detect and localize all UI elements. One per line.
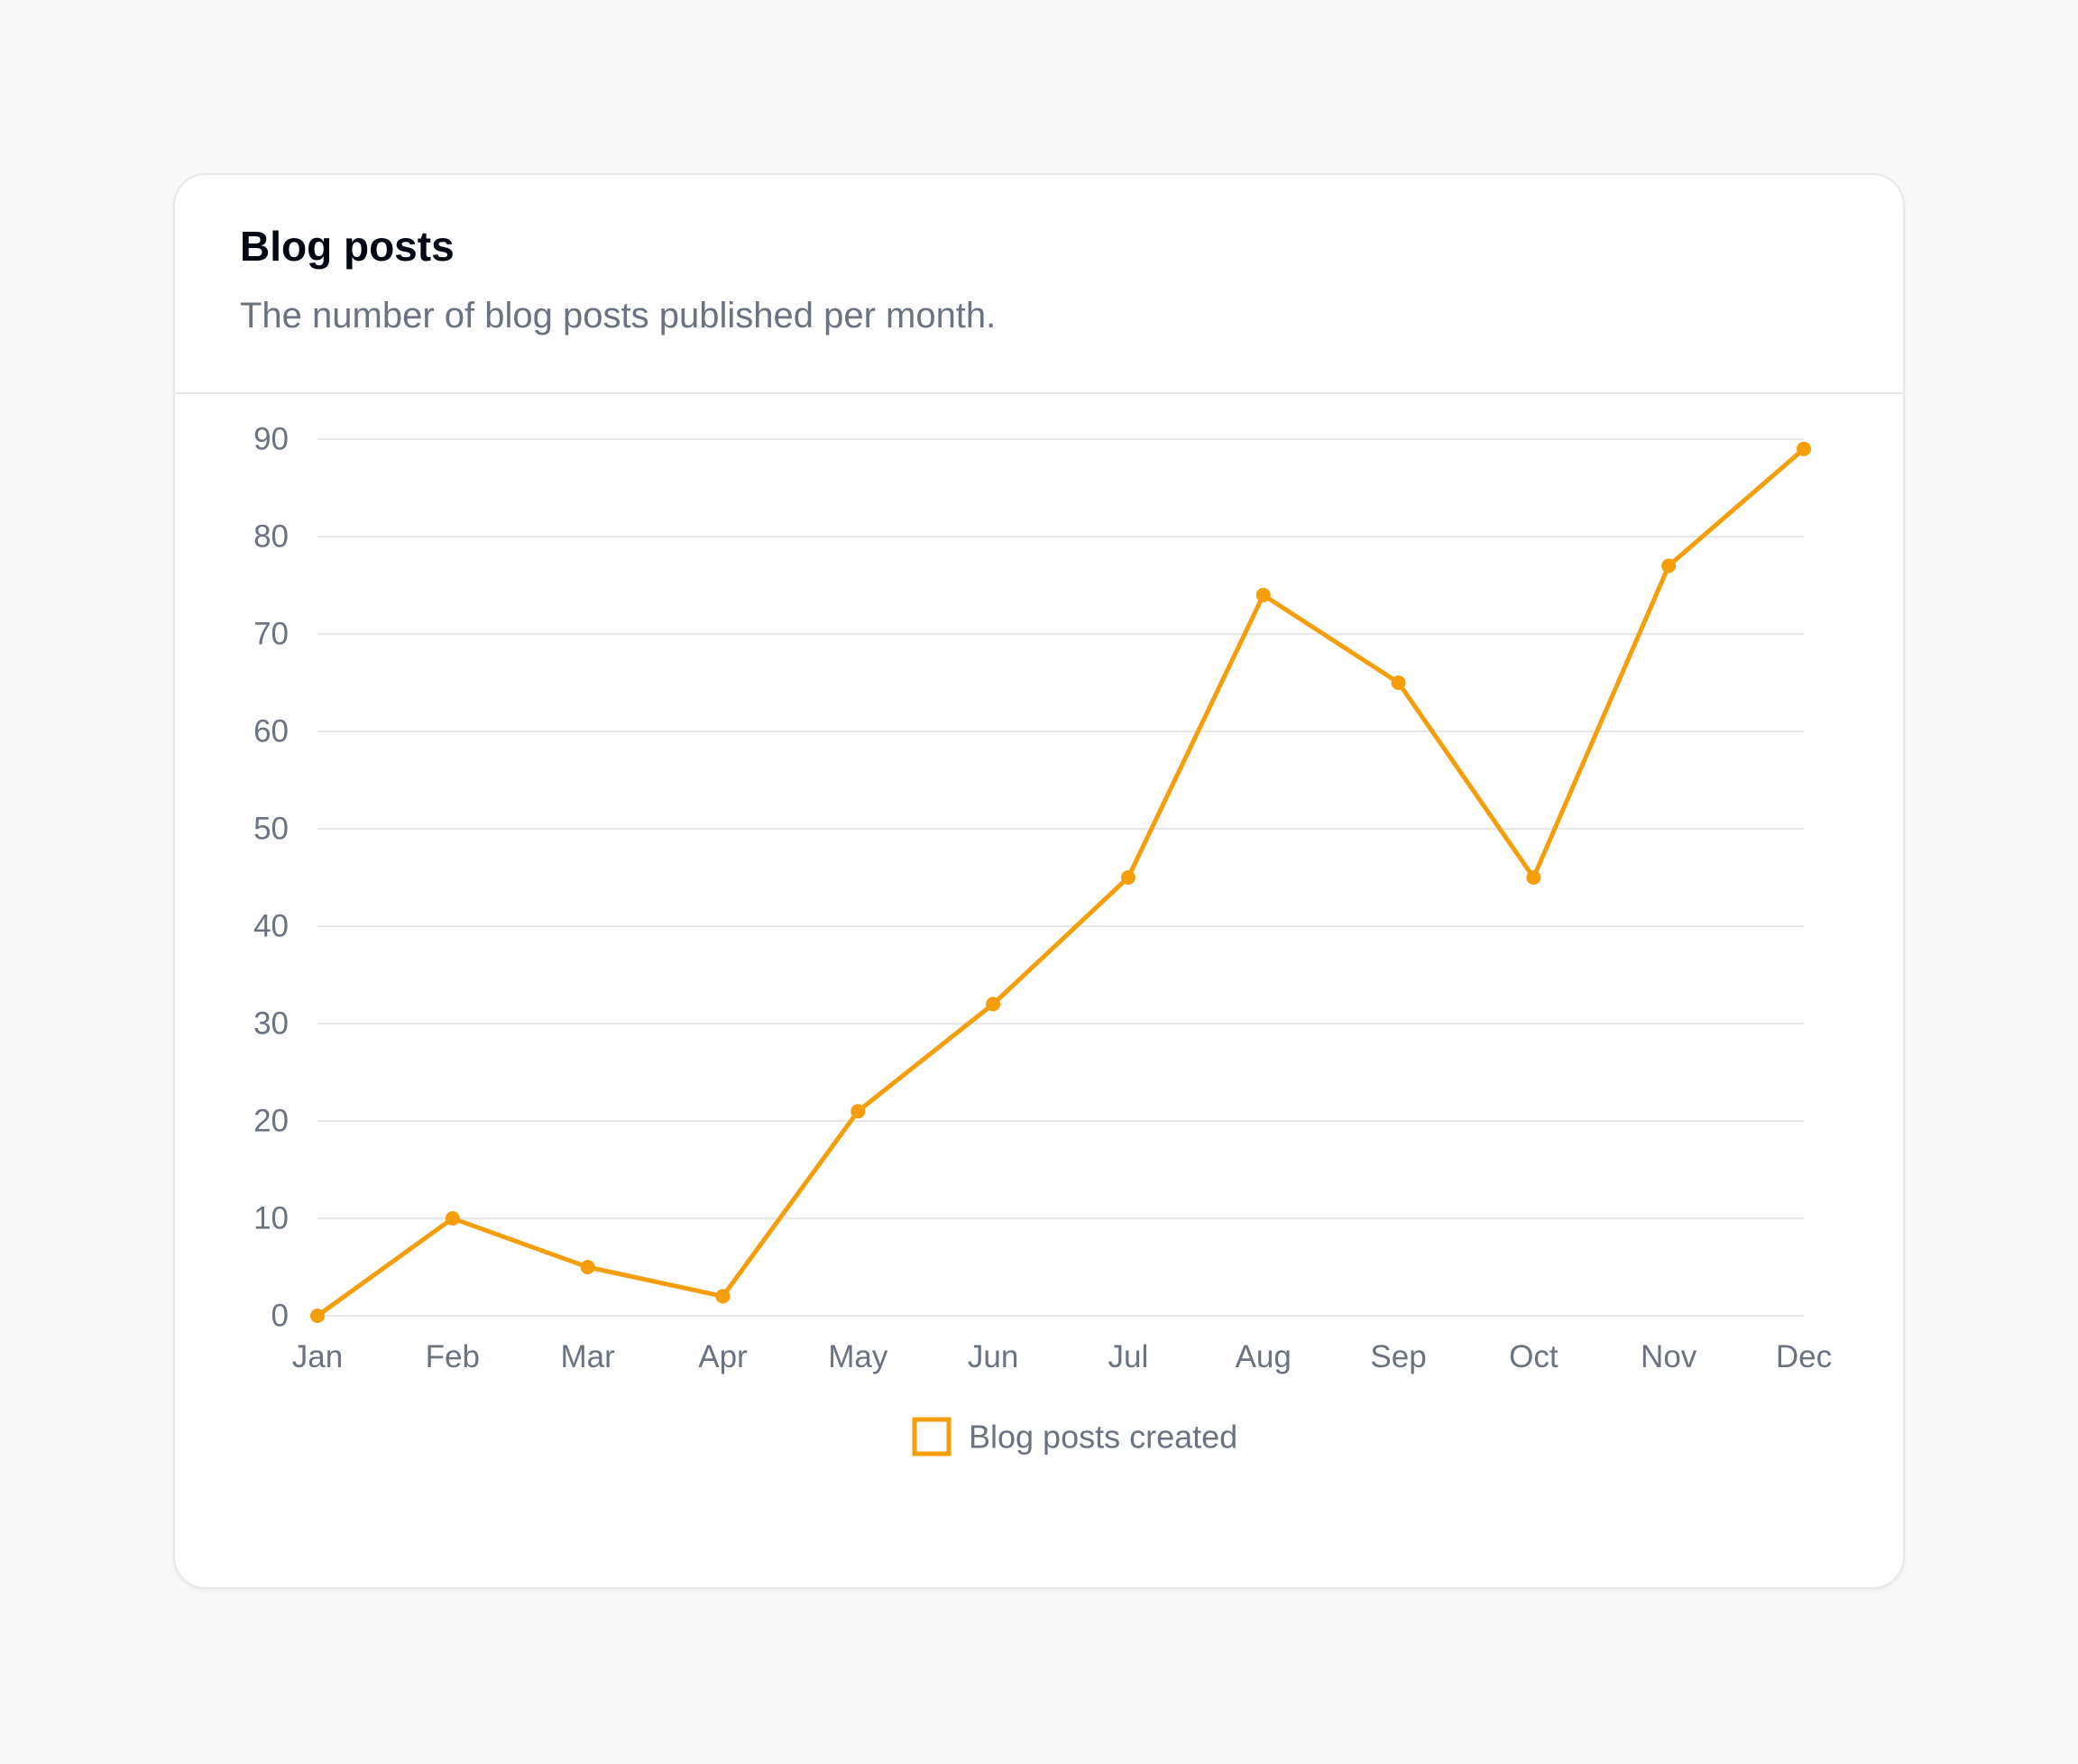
- x-tick-label: Oct: [1509, 1339, 1558, 1374]
- x-tick-label: Sep: [1370, 1339, 1426, 1374]
- legend[interactable]: Blog posts created: [912, 1417, 1237, 1456]
- x-tick-label: Dec: [1776, 1339, 1832, 1374]
- y-tick-label: 30: [253, 1006, 289, 1042]
- legend-label: Blog posts created: [969, 1419, 1237, 1456]
- y-tick-label: 20: [253, 1104, 289, 1139]
- data-point[interactable]: [1526, 870, 1541, 885]
- data-point[interactable]: [1255, 587, 1271, 602]
- data-point[interactable]: [310, 1309, 325, 1323]
- data-point[interactable]: [1120, 870, 1136, 885]
- card-header: Blog posts The number of blog posts publ…: [175, 175, 1903, 394]
- x-tick-label: Apr: [698, 1339, 748, 1374]
- line-chart: 0 10 20 30 40 50 60 70 80 90 Jan Feb Mar Apr May Jun Ju…: [253, 422, 1832, 1456]
- x-tick-label: Mar: [560, 1339, 615, 1374]
- y-tick-label: 70: [253, 617, 289, 652]
- chart-card: Blog posts The number of blog posts publ…: [173, 173, 1905, 1589]
- data-point[interactable]: [851, 1104, 866, 1119]
- data-point[interactable]: [1661, 558, 1677, 574]
- y-tick-label: 40: [253, 909, 289, 944]
- data-point[interactable]: [715, 1289, 731, 1304]
- x-tick-label: Aug: [1236, 1339, 1292, 1374]
- x-tick-label: May: [828, 1339, 888, 1374]
- x-tick-label: Nov: [1641, 1339, 1697, 1374]
- gridlines: [317, 438, 1804, 1317]
- y-tick-label: 0: [271, 1299, 289, 1334]
- card-subtitle: The number of blog posts published per m…: [240, 296, 997, 335]
- y-tick-label: 60: [253, 714, 289, 749]
- y-tick-label: 80: [253, 519, 289, 555]
- data-point[interactable]: [1391, 675, 1406, 690]
- series-blog-posts-created: [310, 441, 1811, 1323]
- y-tick-label: 90: [253, 422, 289, 457]
- x-tick-label: Feb: [426, 1339, 480, 1374]
- data-point[interactable]: [1797, 441, 1811, 456]
- x-tick-label: Jun: [968, 1339, 1018, 1374]
- x-axis-labels: Jan Feb Mar Apr May Jun Jul Aug Sep Oct Nov Dec: [292, 1339, 1832, 1374]
- y-tick-label: 50: [253, 812, 289, 847]
- data-point[interactable]: [986, 997, 1001, 1012]
- y-tick-label: 10: [253, 1201, 289, 1236]
- x-tick-label: Jul: [1108, 1339, 1149, 1374]
- data-point[interactable]: [580, 1260, 595, 1274]
- x-tick-label: Jan: [292, 1339, 343, 1374]
- series-line: [315, 446, 1807, 1318]
- legend-swatch: [912, 1417, 952, 1456]
- data-point[interactable]: [445, 1211, 460, 1226]
- y-axis-labels: 0 10 20 30 40 50 60 70 80 90: [253, 422, 289, 1334]
- card-title: Blog posts: [240, 223, 455, 270]
